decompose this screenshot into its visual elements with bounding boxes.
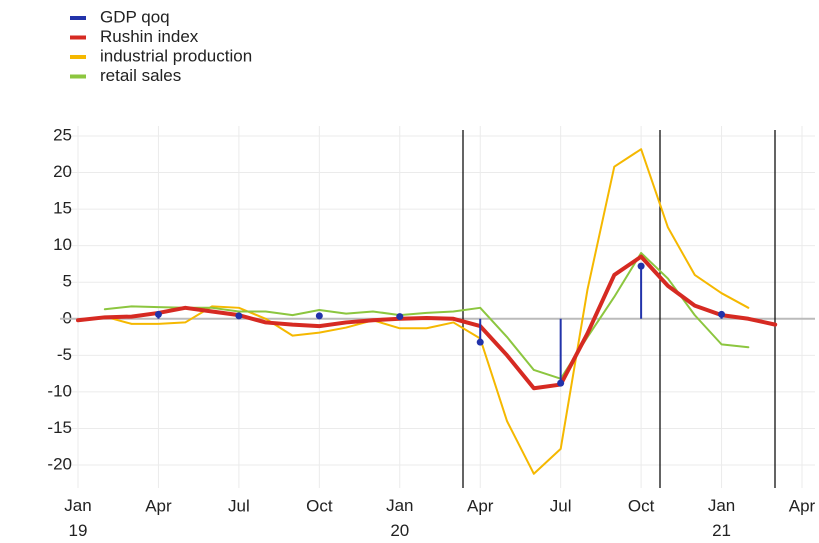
- gdp-point: [476, 338, 484, 346]
- y-tick-label: 10: [53, 235, 72, 254]
- gdp-point: [396, 313, 404, 321]
- gdp-point: [154, 310, 162, 318]
- series-line: [76, 254, 778, 391]
- series-line: [103, 251, 750, 380]
- x-tick-label: Jul: [228, 496, 250, 515]
- legend-label: retail sales: [100, 66, 181, 85]
- gdp-point: [315, 312, 323, 320]
- y-tick-label: -15: [47, 418, 72, 437]
- y-tick-label: -5: [57, 345, 72, 364]
- y-tick-label: -10: [47, 381, 72, 400]
- x-tick-label: Jan 20: [386, 496, 413, 540]
- x-tick-label: Jan 21: [708, 496, 735, 540]
- legend-label: GDP qoq: [100, 7, 170, 26]
- x-tick-label: Oct: [306, 496, 333, 515]
- y-tick-label: 15: [53, 199, 72, 218]
- series-line: [103, 148, 750, 475]
- y-tick-label: 20: [53, 162, 72, 181]
- legend-label: industrial production: [100, 46, 252, 65]
- y-tick-label: 5: [63, 272, 72, 291]
- legend-label: Rushin index: [100, 27, 199, 46]
- gdp-point: [637, 262, 645, 270]
- x-tick-label: Jul: [550, 496, 572, 515]
- x-tick-label: Apr: [145, 496, 172, 515]
- y-tick-label: 0: [63, 308, 72, 327]
- y-tick-label: -20: [47, 454, 72, 473]
- x-tick-label: Apr: [789, 496, 816, 515]
- gdp-point: [235, 312, 243, 320]
- x-tick-label: Apr: [467, 496, 494, 515]
- gdp-point: [718, 310, 726, 318]
- y-tick-label: 25: [53, 125, 72, 144]
- x-tick-label: Jan 19: [64, 496, 91, 540]
- x-tick-label: Oct: [628, 496, 655, 515]
- gdp-point: [557, 379, 565, 387]
